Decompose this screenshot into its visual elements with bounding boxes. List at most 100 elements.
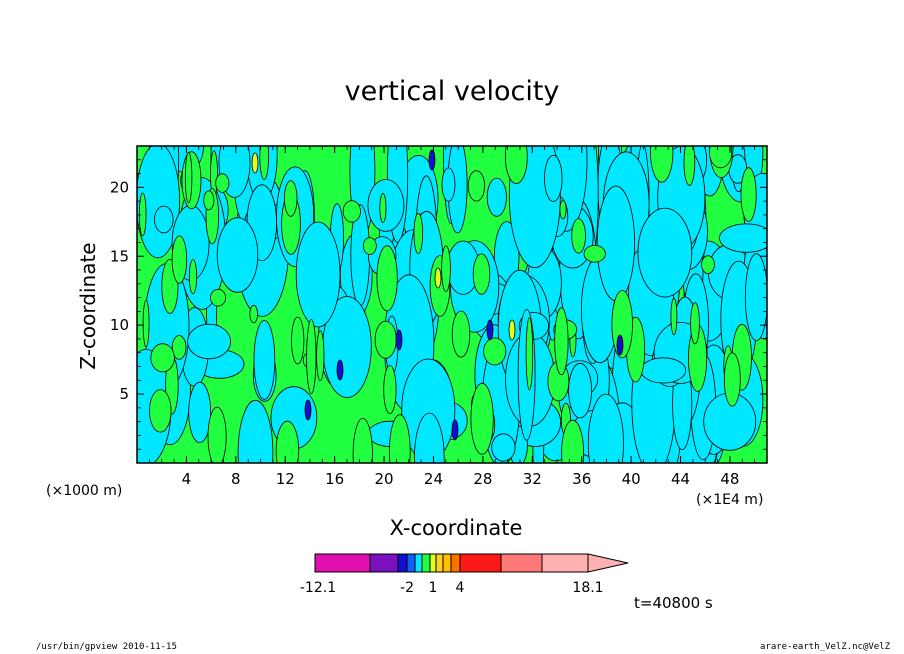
contour-region-positive (441, 245, 451, 293)
contour-region-positive (525, 317, 534, 391)
x-axis-label: X-coordinate (389, 516, 523, 540)
colorbar-segment (450, 553, 461, 573)
colorbar: -12.1 -2 1 4 18.1 (300, 553, 629, 596)
contour-region-positive (259, 146, 269, 180)
x-tick-label: 40 (622, 470, 641, 488)
contour-region-negative (414, 412, 445, 463)
colorbar-extension-arrow (587, 553, 629, 573)
colorbar-segment (500, 553, 543, 573)
contour-region-extreme (428, 149, 436, 171)
contour-region-positive (379, 192, 387, 223)
contour-region-positive (352, 418, 373, 463)
contour-region-negative (596, 185, 636, 301)
contour-region-negative (216, 217, 259, 293)
colorbar-segment (369, 553, 399, 573)
x-tick-label: 4 (182, 470, 192, 488)
contour-region-positive (142, 299, 150, 348)
contour-region-positive (284, 180, 298, 217)
colorbar-label: 4 (456, 580, 465, 596)
contour-region-positive (559, 200, 567, 220)
contour-region-positive (342, 200, 361, 223)
chart-title: vertical velocity (344, 76, 560, 107)
contour-region-positive (383, 365, 397, 415)
contour-region-positive (467, 170, 485, 202)
x-tick-label: 28 (473, 470, 492, 488)
contour-region-positive (275, 420, 300, 463)
contour-region-positive (374, 320, 397, 359)
contour-region-positive (701, 255, 715, 274)
contour-region-negative (187, 323, 232, 360)
contour-region-positive (171, 235, 188, 284)
contour-region-positive (210, 288, 227, 307)
y-tick-label: 10 (110, 316, 129, 334)
contour-region-extreme (486, 319, 494, 341)
contour-region-extreme (304, 399, 312, 421)
colorbar-segment (314, 553, 371, 573)
y-tick-label: 20 (110, 178, 129, 196)
contour-region-negative (295, 221, 341, 328)
y-tick-label: 15 (110, 247, 129, 265)
contour-region-negative (253, 320, 276, 400)
contour-region-positive (316, 330, 325, 382)
contour-region-positive (413, 212, 424, 254)
contour-region-negative (719, 223, 767, 253)
contour-region-negative (491, 433, 516, 462)
contour-region-positive (583, 245, 606, 263)
contour-region-positive (483, 337, 507, 366)
colorbar-segment (429, 553, 437, 573)
contour-region-positive (171, 335, 187, 360)
colorbar-label: -12.1 (300, 580, 336, 596)
x-unit-left-label: (×1000 m) (46, 483, 123, 499)
contour-region-positive (184, 151, 193, 204)
contour-region-extreme (451, 419, 459, 441)
contour-region-negative (441, 167, 456, 202)
contour-region-positive (650, 146, 674, 183)
contour-region-positive (149, 389, 172, 433)
contour-region-positive (504, 146, 528, 184)
contour-region-extreme (251, 152, 259, 174)
contour-region-positive (138, 192, 147, 237)
contour-region-positive (561, 419, 584, 463)
colorbar-segment (541, 553, 589, 573)
contour-region-positive (571, 218, 586, 254)
contour-region-positive (740, 167, 757, 222)
contour-region-positive (389, 414, 411, 463)
colorbar-segment (414, 553, 423, 573)
plot-frame (136, 145, 768, 464)
contour-regions (137, 146, 767, 463)
contour-region-negative (188, 381, 212, 443)
contour-region-positive (203, 190, 215, 211)
x-tick-label: 36 (572, 470, 591, 488)
colorbar-label: 18.1 (572, 580, 603, 596)
contour-region-negative (486, 177, 507, 217)
contour-region-negative (568, 362, 592, 419)
contour-region-extreme (508, 319, 516, 341)
contour-region-positive (215, 173, 230, 193)
x-tick-label: 44 (671, 470, 690, 488)
contour-region-positive (554, 307, 569, 376)
contour-region-extreme (395, 329, 403, 351)
x-tick-label: 12 (276, 470, 295, 488)
contour-region-extreme (616, 334, 624, 356)
x-tick-label: 24 (424, 470, 443, 488)
contour-region-positive (207, 406, 227, 463)
x-tick-label: 20 (375, 470, 394, 488)
contour-region-negative (637, 207, 693, 298)
contour-region-extreme (336, 359, 344, 381)
contour-region-positive (470, 382, 494, 455)
colorbar-segment (442, 553, 452, 573)
contour-region-positive (188, 259, 198, 295)
contour-region-positive (709, 146, 733, 169)
contour-region-negative (744, 253, 767, 341)
contour-region-positive (670, 297, 678, 336)
contour-region-positive (376, 245, 398, 312)
colorbar-label: 1 (429, 580, 438, 596)
colorbar-segment (397, 553, 408, 573)
colorbar-segment (459, 553, 502, 573)
contour-region-positive (249, 304, 259, 324)
contour-region-positive (472, 253, 491, 295)
colorbar-segment (406, 553, 416, 573)
contour-region-negative (237, 399, 274, 463)
